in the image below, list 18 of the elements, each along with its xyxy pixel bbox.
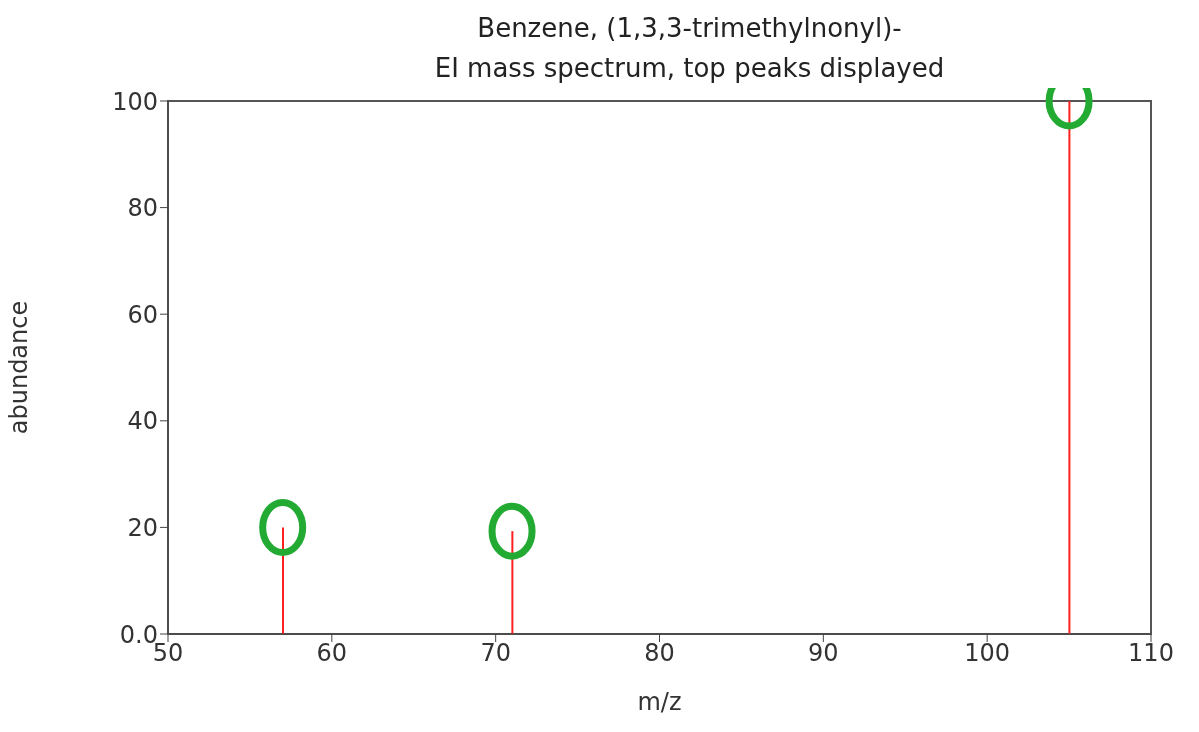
x-tick-label: 80: [644, 639, 675, 668]
x-tick-label: 110: [1128, 639, 1174, 668]
x-tick-label: 100: [964, 639, 1011, 668]
chart-title: Benzene, (1,3,3-trimethylnonyl)-: [476, 12, 903, 45]
y-tick-label: 100: [112, 87, 158, 116]
bar: [282, 527, 284, 634]
chart-subtitle: EI mass spectrum, top peaks displayed: [433, 52, 946, 85]
x-tick-label: 90: [808, 639, 839, 668]
bar: [1068, 101, 1071, 634]
y-tick-label: 20: [127, 513, 158, 542]
x-tick-label: 70: [480, 639, 511, 668]
y-tick-label: 60: [127, 300, 158, 329]
y-tick-label: 80: [127, 194, 158, 223]
y-tick-label: 40: [127, 407, 158, 436]
bar: [511, 531, 514, 634]
x-axis-title: m/z: [637, 688, 682, 716]
x-tick-label: 60: [316, 639, 348, 668]
y-axis-title: abundance: [4, 300, 33, 435]
